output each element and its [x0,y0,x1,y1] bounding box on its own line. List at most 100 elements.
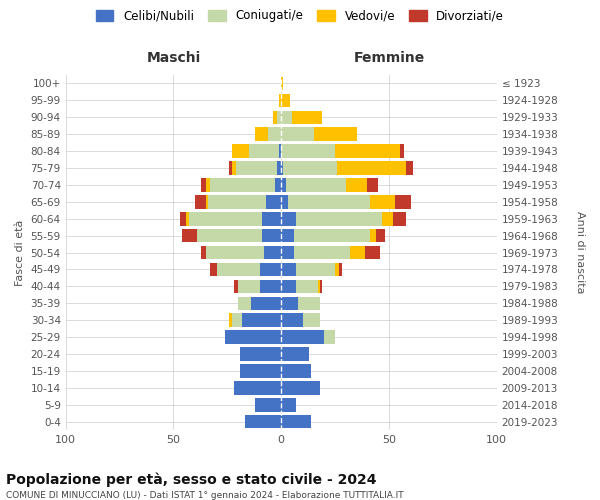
Bar [281,381,320,394]
Bar [281,314,303,327]
Bar [340,262,341,276]
Bar [281,330,325,344]
Bar [202,178,206,192]
Bar [242,314,281,327]
Bar [277,161,281,175]
Bar [281,76,283,90]
Bar [238,296,251,310]
Bar [296,280,318,293]
Text: Popolazione per età, sesso e stato civile - 2024: Popolazione per età, sesso e stato civil… [6,472,377,487]
Bar [240,364,281,378]
Bar [232,314,242,327]
Bar [251,296,281,310]
Bar [236,161,277,175]
Bar [281,110,292,124]
Y-axis label: Anni di nascita: Anni di nascita [575,212,585,294]
Bar [335,262,340,276]
Bar [346,178,367,192]
Bar [350,246,365,260]
Bar [268,128,281,141]
Bar [281,398,296,411]
Bar [281,296,298,310]
Legend: Celibi/Nubili, Coniugati/e, Vedovi/e, Divorziati/e: Celibi/Nubili, Coniugati/e, Vedovi/e, Di… [92,6,508,26]
Bar [376,229,385,242]
Bar [281,128,314,141]
Bar [249,144,279,158]
Bar [281,280,296,293]
Bar [206,195,208,208]
Bar [294,229,370,242]
Bar [281,348,309,361]
Bar [275,178,281,192]
Bar [206,178,210,192]
Bar [281,229,294,242]
Bar [281,178,286,192]
Bar [303,314,320,327]
Bar [406,161,413,175]
Bar [281,212,296,226]
Bar [279,94,281,107]
Bar [393,212,406,226]
Bar [320,280,322,293]
Bar [367,178,378,192]
Bar [281,246,294,260]
Text: Maschi: Maschi [146,51,200,65]
Bar [197,229,262,242]
Bar [279,144,281,158]
Bar [195,195,206,208]
Bar [202,246,206,260]
Bar [281,195,287,208]
Bar [260,262,281,276]
Bar [292,110,322,124]
Bar [395,195,410,208]
Bar [298,296,320,310]
Bar [281,262,296,276]
Bar [262,212,281,226]
Bar [335,144,400,158]
Bar [281,144,335,158]
Bar [210,262,217,276]
Bar [287,195,370,208]
Bar [240,348,281,361]
Bar [318,280,320,293]
Bar [272,110,277,124]
Bar [296,262,335,276]
Bar [382,212,393,226]
Bar [210,178,275,192]
Bar [229,314,232,327]
Bar [256,398,281,411]
Bar [281,415,311,428]
Bar [370,195,395,208]
Bar [365,246,380,260]
Bar [217,262,260,276]
Bar [208,195,266,208]
Bar [281,161,283,175]
Bar [234,280,238,293]
Bar [234,381,281,394]
Bar [188,212,262,226]
Bar [281,364,311,378]
Bar [325,330,335,344]
Bar [182,229,197,242]
Bar [206,246,264,260]
Bar [229,161,232,175]
Text: COMUNE DI MINUCCIANO (LU) - Dati ISTAT 1° gennaio 2024 - Elaborazione TUTTITALIA: COMUNE DI MINUCCIANO (LU) - Dati ISTAT 1… [6,491,404,500]
Bar [296,212,382,226]
Bar [187,212,188,226]
Text: Femmine: Femmine [353,51,425,65]
Bar [294,246,350,260]
Bar [238,280,260,293]
Bar [264,246,281,260]
Bar [225,330,281,344]
Bar [232,144,249,158]
Bar [314,128,356,141]
Bar [256,128,268,141]
Bar [180,212,187,226]
Bar [232,161,236,175]
Bar [400,144,404,158]
Bar [277,110,281,124]
Bar [245,415,281,428]
Bar [281,94,290,107]
Bar [266,195,281,208]
Bar [260,280,281,293]
